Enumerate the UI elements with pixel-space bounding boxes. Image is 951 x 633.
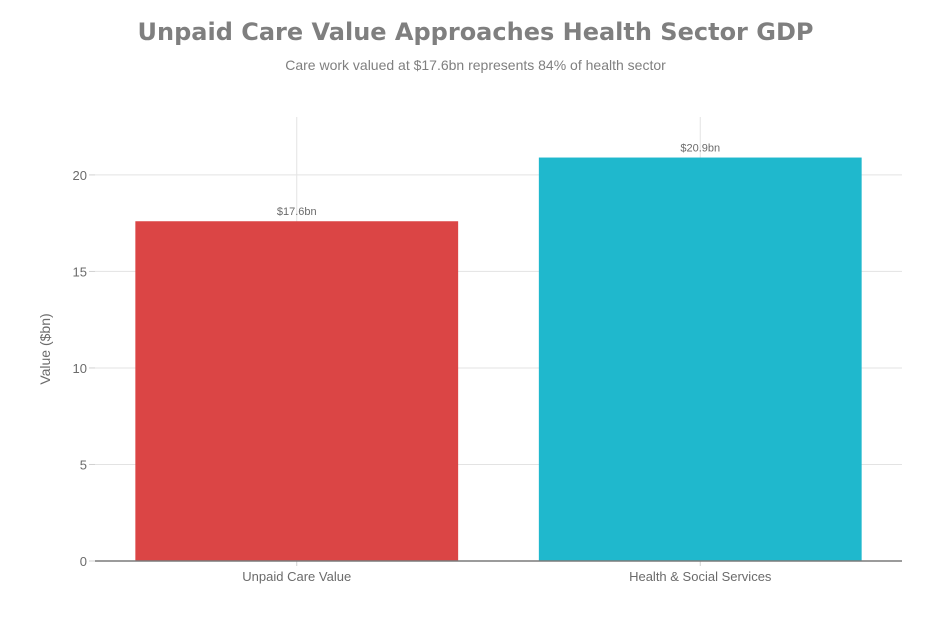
y-tick-label: 0: [80, 554, 87, 569]
chart-subtitle: Care work valued at $17.6bn represents 8…: [285, 57, 666, 73]
y-axis-label: Value ($bn): [37, 313, 53, 384]
bar: [538, 157, 862, 561]
y-tick-label: 20: [73, 168, 87, 183]
x-tick-label: Unpaid Care Value: [242, 569, 351, 584]
chart-title: Unpaid Care Value Approaches Health Sect…: [137, 18, 814, 46]
y-tick-label: 5: [80, 457, 87, 472]
y-tick-label: 15: [73, 264, 87, 279]
x-tick-label: Health & Social Services: [629, 569, 772, 584]
bar: [135, 221, 459, 562]
data-label: $20.9bn: [680, 143, 720, 155]
y-tick-label: 10: [73, 361, 87, 376]
data-label: $17.6bn: [277, 206, 317, 218]
